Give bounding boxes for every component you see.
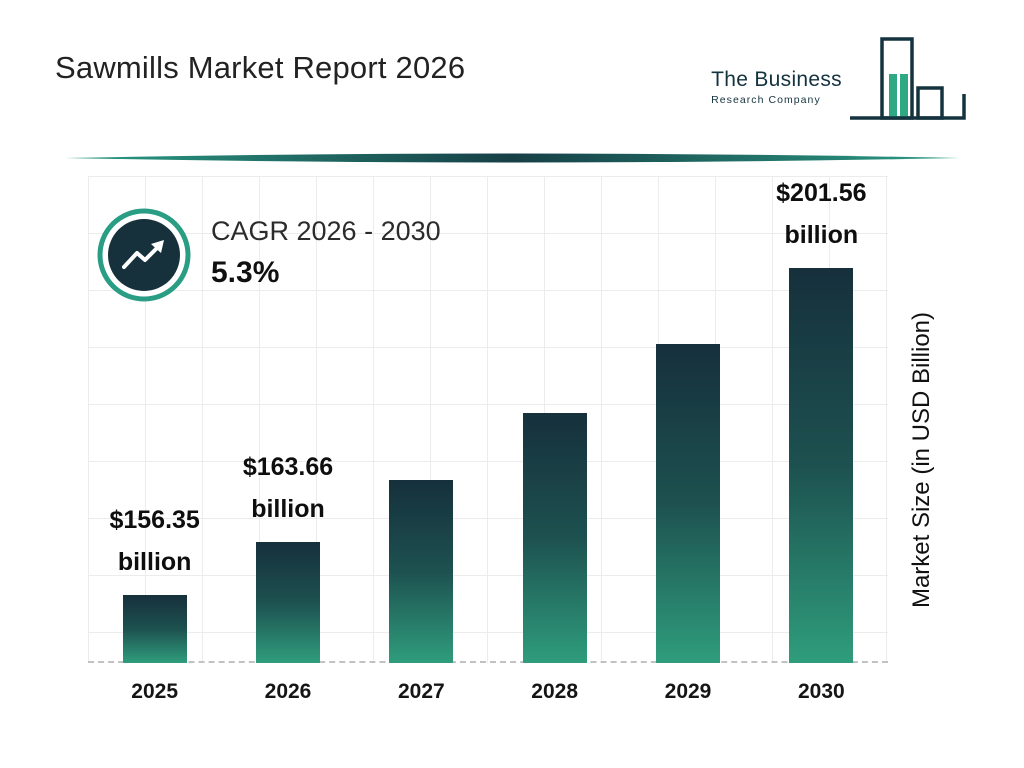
bar-chart-logo-icon — [850, 37, 966, 120]
x-axis-label-2027: 2027 — [397, 680, 445, 703]
cagr-text: CAGR 2026 - 2030 5.3% — [211, 208, 441, 290]
x-axis-label-2029: 2029 — [664, 680, 712, 703]
x-axis-label-2026: 2026 — [264, 680, 312, 703]
cagr-badge: CAGR 2026 - 2030 5.3% — [97, 208, 441, 302]
bar-2027 — [389, 480, 454, 663]
cagr-value: 5.3% — [211, 256, 280, 289]
bar-2028 — [522, 413, 587, 663]
x-axis-label-2030: 2030 — [797, 680, 845, 703]
y-axis-title: Market Size (in USD Billion) — [908, 311, 935, 609]
bar-2030 — [789, 268, 854, 663]
company-logo: The Business Research Company — [711, 36, 966, 122]
logo-text: The Business Research Company — [711, 68, 842, 106]
cagr-label: CAGR 2026 - 2030 — [211, 216, 441, 246]
bar-value-label-2030: $201.56 billion — [776, 179, 867, 249]
divider-line — [40, 153, 985, 163]
bar-value-label-2026: $163.66 billion — [242, 453, 334, 523]
chart-baseline — [88, 661, 888, 663]
x-axis-label-2025: 2025 — [131, 680, 179, 703]
page-title: Sawmills Market Report 2026 — [55, 50, 466, 85]
logo-text-primary: The Business — [711, 68, 842, 91]
trend-up-icon — [97, 208, 191, 302]
chart-grid — [88, 176, 888, 663]
logo-text-secondary: Research Company — [711, 94, 821, 106]
bar-2026 — [256, 542, 320, 663]
bar-2025 — [122, 595, 187, 663]
bar-value-label-2025: $156.35 billion — [109, 506, 200, 576]
bar-2029 — [656, 344, 720, 663]
x-axis-label-2028: 2028 — [531, 680, 579, 703]
